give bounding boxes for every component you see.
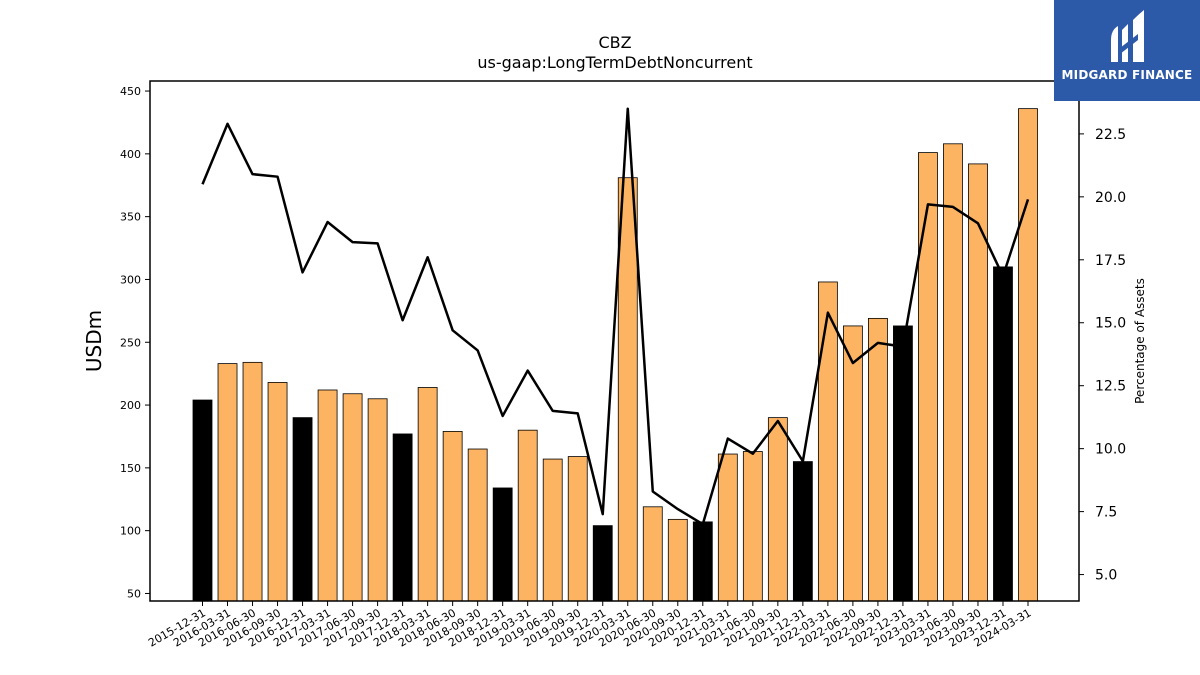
y-tick-label: 100 xyxy=(120,525,141,538)
bar xyxy=(517,429,538,602)
y-tick-label: 150 xyxy=(120,462,141,475)
y-axis-label: USDm xyxy=(82,310,106,372)
brand-name: MIDGARD FINANCE xyxy=(1061,68,1193,82)
y2-axis-label: Percentage of Assets xyxy=(1133,278,1147,404)
bar xyxy=(893,325,913,602)
plot-frame xyxy=(149,80,1080,602)
bar xyxy=(417,387,438,602)
midgard-logo-icon xyxy=(1111,10,1144,62)
percentage-line xyxy=(201,107,1030,526)
bar xyxy=(868,317,888,602)
left-axis: 50 100 150 200 250 300 350 400 450 xyxy=(120,85,150,600)
bar xyxy=(842,325,863,602)
bar xyxy=(542,458,563,602)
bar xyxy=(767,417,788,602)
x-axis: 2015-12-312016-03-312016-06-302016-09-30… xyxy=(146,601,1034,650)
bar xyxy=(217,363,238,602)
bar xyxy=(267,382,288,602)
bar xyxy=(918,152,938,602)
y-tick-label: 450 xyxy=(120,85,141,98)
bar xyxy=(567,456,588,602)
y-tick-label: 400 xyxy=(120,148,141,161)
bar xyxy=(592,525,613,602)
line-series xyxy=(201,107,1030,526)
bar xyxy=(317,389,338,602)
y-tick-label: 250 xyxy=(120,336,141,349)
chart-title: CBZ xyxy=(598,33,631,52)
bar xyxy=(442,431,463,602)
bar xyxy=(817,281,838,602)
bar xyxy=(642,506,663,602)
bar xyxy=(692,521,713,602)
bar xyxy=(467,448,488,602)
bar xyxy=(667,518,688,602)
bar xyxy=(617,177,638,602)
y2-tick-label: 5.0 xyxy=(1095,568,1117,584)
y-tick-label: 350 xyxy=(120,211,141,224)
bar xyxy=(192,399,213,602)
bar xyxy=(492,487,513,602)
y2-tick-label: 7.5 xyxy=(1095,505,1117,521)
bar xyxy=(968,163,988,602)
bar xyxy=(242,361,263,602)
bar xyxy=(993,266,1013,602)
bar xyxy=(1018,108,1038,602)
y-tick-label: 200 xyxy=(120,399,141,412)
y2-tick-label: 20.0 xyxy=(1095,190,1126,206)
bar xyxy=(292,417,313,602)
brand-logo: MIDGARD FINANCE xyxy=(1054,0,1200,101)
y-tick-label: 300 xyxy=(120,273,141,286)
y2-tick-label: 10.0 xyxy=(1095,442,1126,458)
bar xyxy=(792,461,813,602)
right-axis: 5.0 7.5 10.0 12.5 15.0 17.5 20.0 22.5 xyxy=(1079,127,1126,584)
chart-subtitle: us-gaap:LongTermDebtNoncurrent xyxy=(477,53,752,72)
bar xyxy=(717,453,738,602)
y2-tick-label: 22.5 xyxy=(1095,127,1126,143)
y2-tick-label: 12.5 xyxy=(1095,379,1126,395)
bar xyxy=(742,451,763,602)
bar xyxy=(392,433,413,602)
bar-series xyxy=(192,108,1038,602)
bar xyxy=(367,398,388,602)
y2-tick-label: 15.0 xyxy=(1095,316,1126,332)
y2-tick-label: 17.5 xyxy=(1095,253,1126,269)
bar xyxy=(342,393,363,602)
y-tick-label: 50 xyxy=(127,587,141,600)
